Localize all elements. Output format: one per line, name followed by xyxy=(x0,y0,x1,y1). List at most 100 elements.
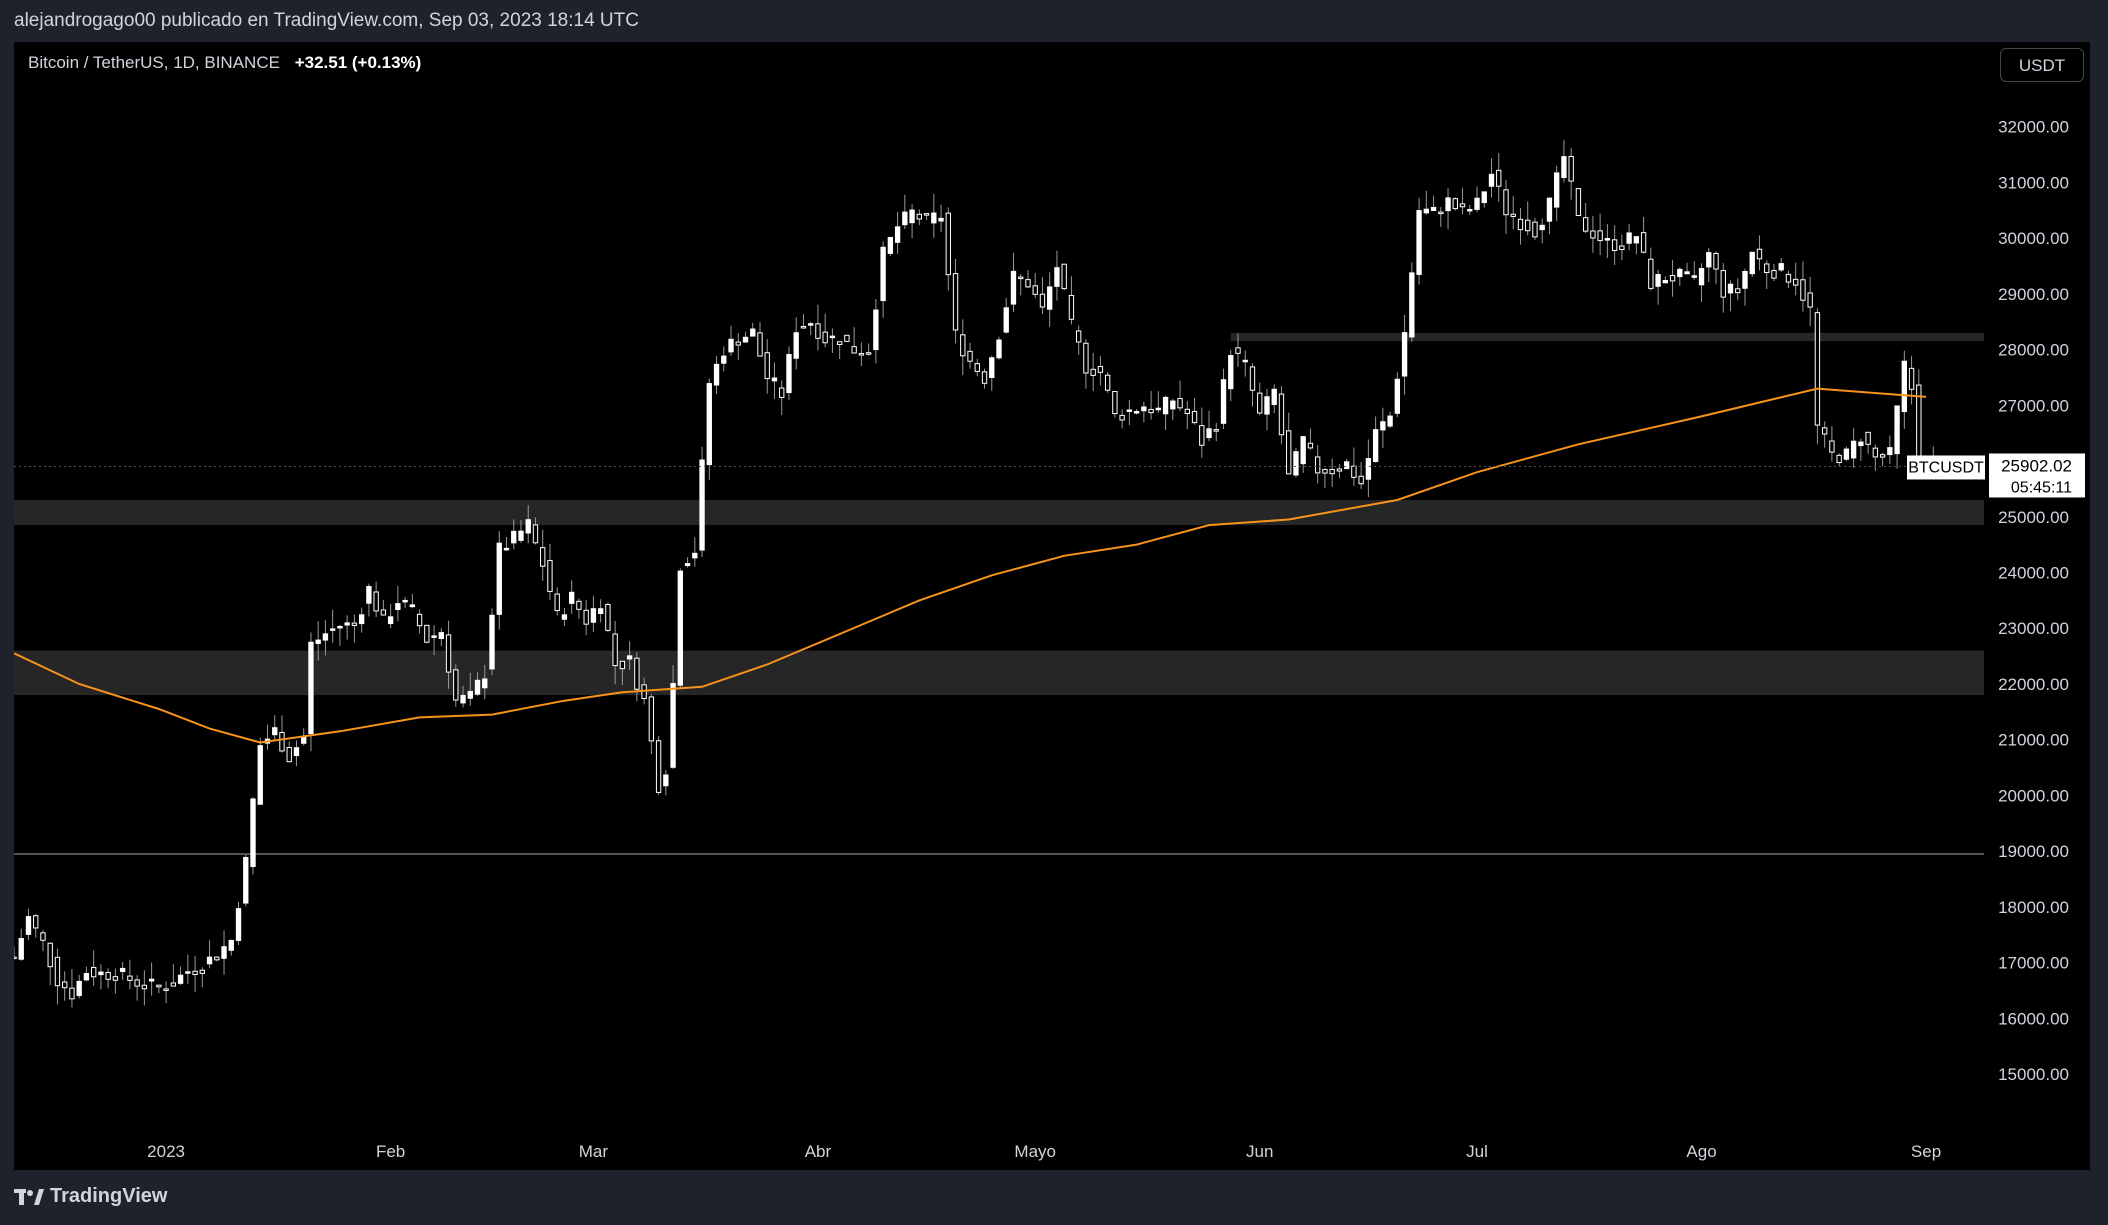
candle-body xyxy=(757,332,763,357)
symbol-tag-bg xyxy=(1907,455,1985,480)
candle-body xyxy=(1090,368,1096,376)
candle-body xyxy=(728,338,734,353)
candle-body xyxy=(1126,409,1133,412)
candle-body xyxy=(692,552,698,559)
candle-body xyxy=(351,622,358,626)
candle-body xyxy=(511,530,517,544)
candle-body xyxy=(663,774,669,787)
candle-body xyxy=(257,745,263,805)
candle-body xyxy=(1075,330,1082,343)
candle-body xyxy=(1611,239,1618,251)
candle-body xyxy=(170,982,177,987)
candle-body xyxy=(467,690,473,699)
candle-body xyxy=(1242,359,1248,363)
candle-body xyxy=(605,604,611,631)
candle-body xyxy=(1003,307,1009,333)
candle-body xyxy=(1061,263,1067,290)
candle-body xyxy=(243,856,249,904)
candle-body xyxy=(1800,279,1806,301)
candle-body xyxy=(967,350,973,362)
x-tick-label: Mayo xyxy=(1014,1142,1056,1161)
candle-body xyxy=(1452,198,1458,210)
candle-body xyxy=(1141,406,1147,412)
candle-body xyxy=(1684,271,1690,275)
candle-body xyxy=(634,657,640,690)
candle-body xyxy=(1206,428,1212,439)
candle-body xyxy=(1271,388,1277,406)
candle-body xyxy=(1372,429,1379,462)
candle-body xyxy=(597,608,604,615)
candle-body xyxy=(1467,208,1473,212)
candle-body xyxy=(1771,270,1777,279)
sr-zone-1 xyxy=(14,500,1984,526)
candle-body xyxy=(344,622,350,626)
candle-body xyxy=(1032,285,1038,295)
footer-brand[interactable]: TradingView xyxy=(14,1185,167,1208)
candle-body xyxy=(337,625,343,629)
candle-body xyxy=(1068,294,1075,320)
candle-body xyxy=(952,273,959,331)
candle-body xyxy=(366,586,372,604)
candle-body xyxy=(800,325,807,329)
candle-body xyxy=(293,747,300,757)
candle-body xyxy=(105,972,111,980)
candle-body xyxy=(1510,213,1516,217)
candle-body xyxy=(902,211,908,226)
candle-body xyxy=(1879,454,1886,458)
candle-body xyxy=(98,971,104,976)
candle-body xyxy=(569,591,575,604)
candle-body xyxy=(1619,245,1625,251)
candle-body xyxy=(18,938,24,960)
candle-body xyxy=(619,660,626,670)
candle-body xyxy=(25,916,32,935)
candle-body xyxy=(1133,411,1140,414)
candle-body xyxy=(409,604,416,608)
candle-body xyxy=(489,614,495,670)
candle-body xyxy=(1018,276,1024,280)
y-tick-label: 31000.00 xyxy=(1998,173,2069,192)
candle-body xyxy=(221,946,227,959)
candle-body xyxy=(1083,342,1089,374)
candle-body xyxy=(750,328,756,337)
candle-body xyxy=(373,591,379,612)
ma-line-0 xyxy=(14,387,1927,744)
y-tick-label: 19000.00 xyxy=(1998,842,2069,861)
candle-body xyxy=(127,975,133,981)
candle-body xyxy=(1097,366,1104,373)
candle-body xyxy=(431,635,437,638)
price-chart[interactable]: 15000.00 16000.00 17000.00 18000.00 19000.00… xyxy=(14,42,2090,1170)
candle-body xyxy=(1365,458,1372,480)
candle-body xyxy=(308,641,314,735)
y-tick-label: 28000.00 xyxy=(1998,341,2069,360)
candle-body xyxy=(583,609,589,625)
candle-body xyxy=(677,570,683,686)
chart-panel[interactable]: 15000.00 16000.00 17000.00 18000.00 19000.00… xyxy=(14,42,2090,1170)
candle-body xyxy=(1756,248,1763,260)
x-tick-label: Feb xyxy=(376,1142,405,1161)
currency-button[interactable]: USDT xyxy=(2000,48,2084,82)
candle-body xyxy=(1648,258,1654,289)
candle-body xyxy=(1387,415,1393,427)
candle-body xyxy=(1119,414,1125,421)
candle-body xyxy=(474,679,481,695)
candle-body xyxy=(1633,236,1640,244)
candle-body xyxy=(438,632,444,640)
candle-body xyxy=(1235,347,1241,354)
candle-body xyxy=(76,980,82,997)
candle-body xyxy=(330,628,336,631)
candle-body xyxy=(496,542,502,615)
candle-body xyxy=(945,212,951,276)
candle-body xyxy=(1532,221,1538,238)
symbol-legend: Bitcoin / TetherUS, 1D, BINANCE +32.51 (… xyxy=(28,53,421,73)
candle-body xyxy=(996,339,1002,359)
candle-body xyxy=(1191,410,1198,424)
y-tick-label: 20000.00 xyxy=(1998,786,2069,805)
candle-body xyxy=(1380,421,1386,431)
price-tag-countdown: 05:45:11 xyxy=(2011,479,2072,496)
candle-body xyxy=(1488,173,1495,187)
candle-body xyxy=(445,634,452,673)
candle-body xyxy=(1713,252,1719,270)
candle-body xyxy=(836,341,843,346)
candle-body xyxy=(54,956,61,987)
candle-body xyxy=(83,972,90,981)
